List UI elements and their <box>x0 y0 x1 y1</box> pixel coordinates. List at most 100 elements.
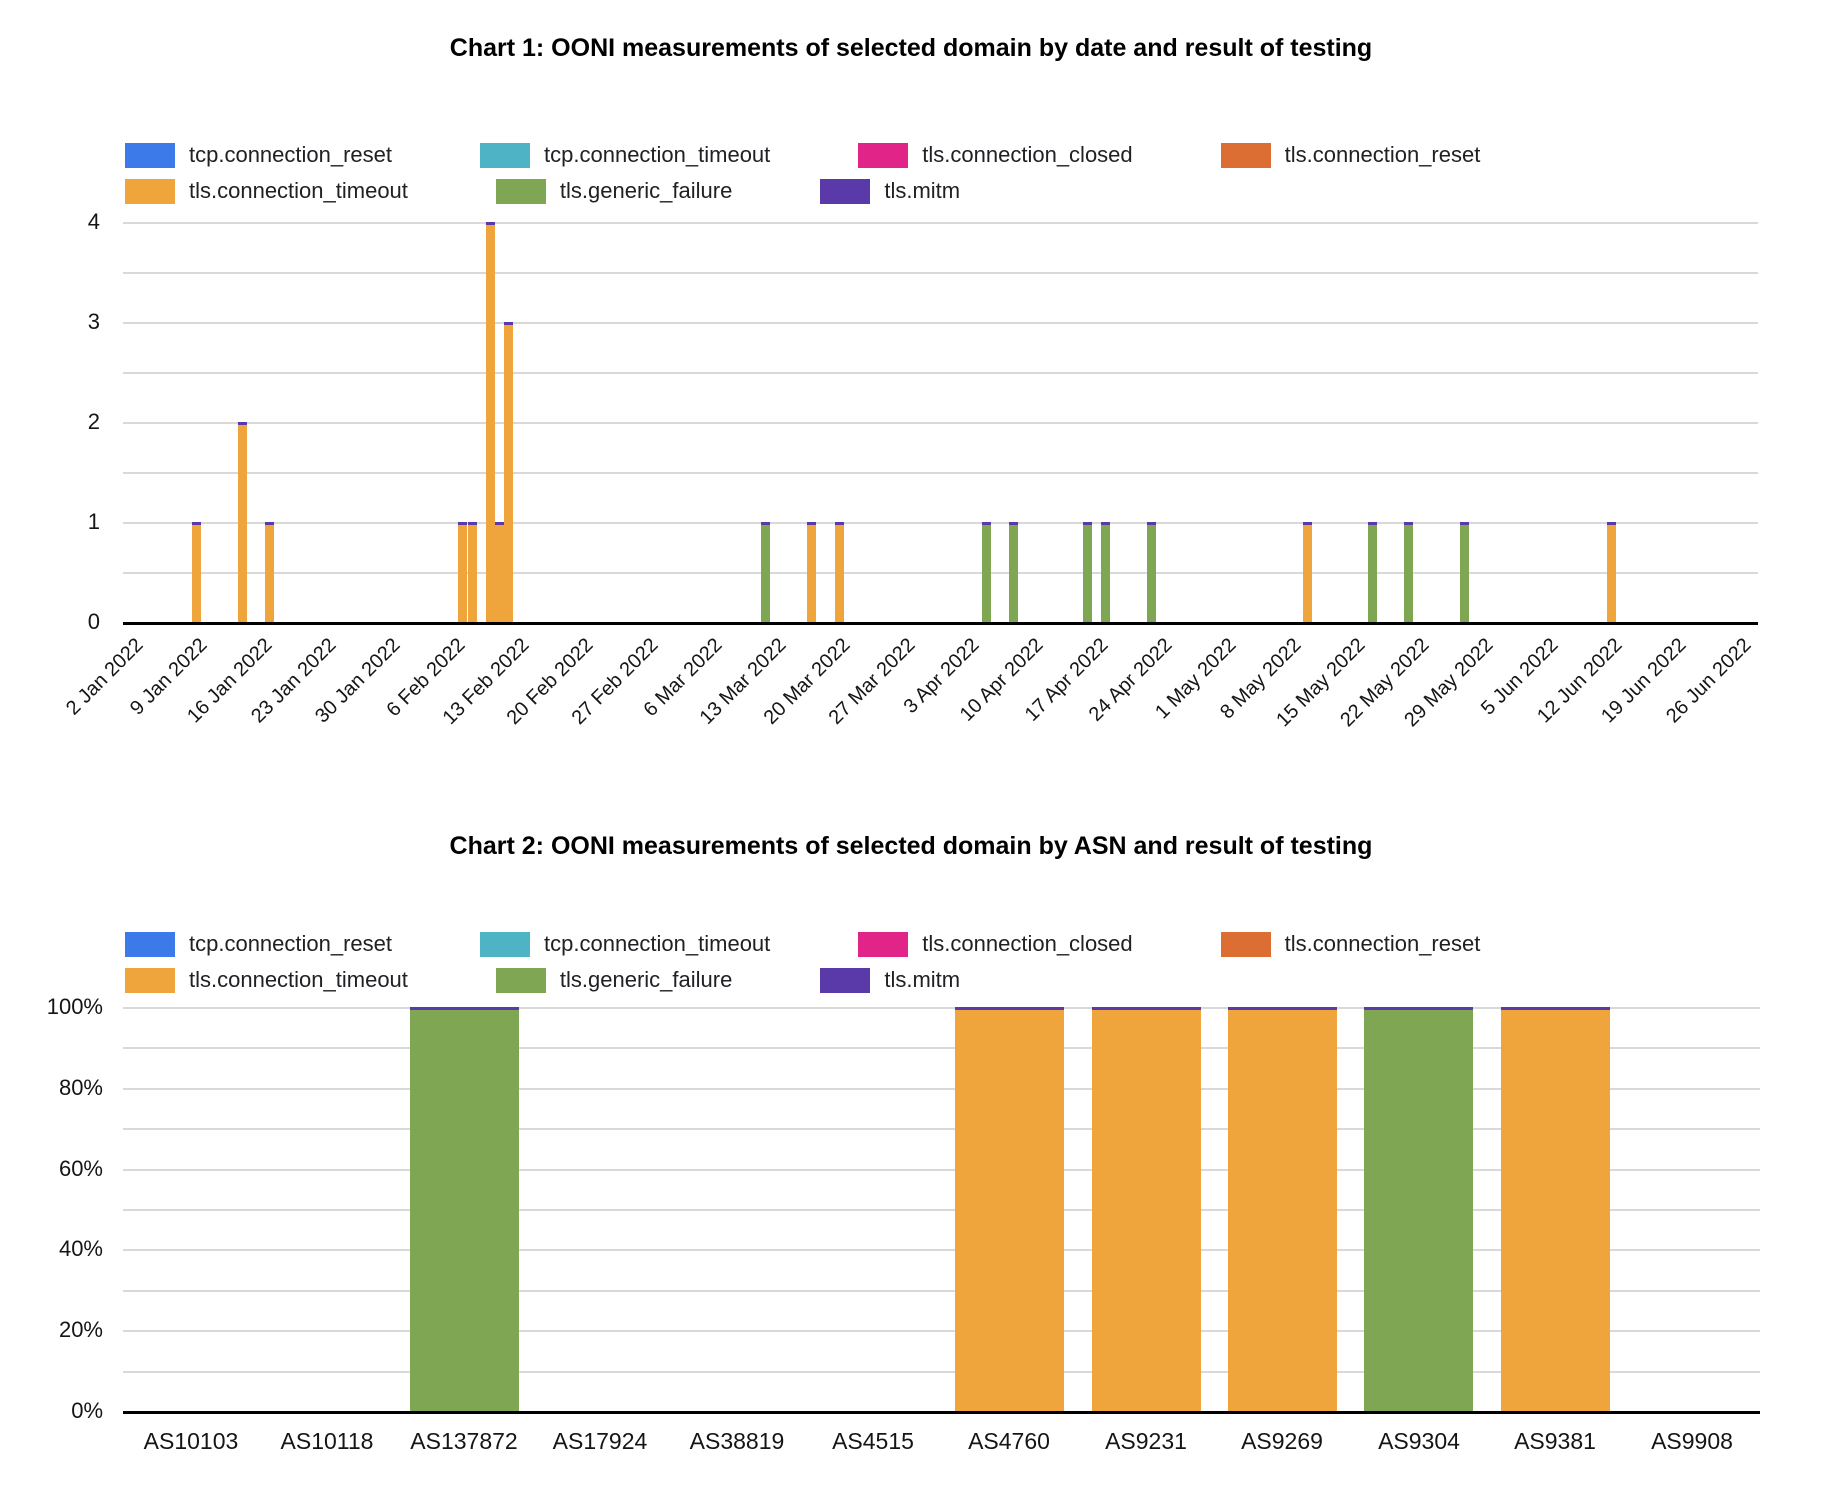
bar-top-cap-tls.mitm <box>1607 522 1616 525</box>
y-axis-tick-label: 4 <box>87 209 100 234</box>
bar-top-cap-tls.mitm <box>761 522 770 525</box>
bar-top-cap-tls.mitm <box>458 522 467 525</box>
legend-item-tcp.connection_reset: tcp.connection_reset <box>125 142 392 168</box>
bar-segment-tls.connection_timeout <box>1228 1010 1337 1411</box>
chart-1-legend-row-1: tcp.connection_reset tcp.connection_timeo… <box>125 142 1480 168</box>
legend-swatch-icon <box>125 142 175 168</box>
bar-segment-tls.connection_timeout <box>1607 525 1616 622</box>
measurement-bar-2022-04-05[interactable] <box>982 522 991 622</box>
y-gridline <box>123 222 1758 224</box>
y-gridline <box>123 1047 1760 1049</box>
bar-top-cap-tls.mitm <box>982 522 991 525</box>
bar-top-cap-tls.mitm <box>1460 522 1469 525</box>
bar-segment-tls.generic_failure <box>1101 525 1110 622</box>
y-axis-tick-label: 0 <box>87 609 100 634</box>
asn-bar-AS4760[interactable] <box>955 1007 1064 1411</box>
bar-top-cap-tls.mitm <box>1147 522 1156 525</box>
y-axis-tick-label: 0% <box>71 1398 103 1423</box>
y-gridline <box>123 572 1758 574</box>
y-gridline <box>123 1330 1760 1332</box>
asn-bar-AS9269[interactable] <box>1228 1007 1337 1411</box>
measurement-bar-2022-05-21[interactable] <box>1404 522 1413 622</box>
bar-segment-tls.generic_failure <box>761 525 770 622</box>
legend-item-label: tls.connection_reset <box>1284 931 1481 956</box>
legend-swatch-icon <box>125 931 175 957</box>
measurement-bar-2022-06-12[interactable] <box>1607 522 1616 622</box>
legend-item-label: tls.generic_failure <box>559 178 733 203</box>
measurement-bar-2022-05-10[interactable] <box>1303 522 1312 622</box>
measurement-bar-2022-03-12[interactable] <box>761 522 770 622</box>
bar-segment-tls.generic_failure <box>410 1010 519 1411</box>
legend-swatch-icon <box>495 967 546 993</box>
legend-item-label: tls.connection_timeout <box>189 967 408 992</box>
y-gridline <box>123 1371 1760 1373</box>
legend-swatch-icon <box>495 178 546 204</box>
legend-item-label: tcp.connection_reset <box>189 142 393 167</box>
measurement-bar-2022-01-14[interactable] <box>238 422 247 622</box>
y-gridline <box>123 1249 1760 1251</box>
legend-item-tls.connection_reset: tls.connection_reset <box>1220 142 1481 168</box>
measurement-bar-2022-04-23[interactable] <box>1147 522 1156 622</box>
asn-bar-AS9304[interactable] <box>1364 1007 1473 1411</box>
measurement-bar-2022-02-10[interactable] <box>486 222 495 622</box>
measurement-bar-2022-04-16[interactable] <box>1083 522 1092 622</box>
bar-top-cap-tls.mitm <box>955 1007 1064 1010</box>
legend-item-label: tcp.connection_timeout <box>544 931 771 956</box>
bar-top-cap-tls.mitm <box>1303 522 1312 525</box>
y-gridline <box>123 1290 1760 1292</box>
bar-segment-tls.connection_timeout <box>1092 1010 1201 1411</box>
measurement-bar-2022-02-07[interactable] <box>458 522 467 622</box>
x-axis-asn-label: AS4515 <box>832 1428 914 1454</box>
y-gridline <box>123 272 1758 274</box>
bar-segment-tls.connection_timeout <box>807 525 816 622</box>
chart-1-title: Chart 1: OONI measurements of selected d… <box>449 34 1373 62</box>
chart-2-legend-row-1: tcp.connection_reset tcp.connection_timeo… <box>125 931 1480 957</box>
x-axis-asn-label: AS9304 <box>1378 1428 1460 1454</box>
measurement-bar-2022-02-11[interactable] <box>495 522 504 622</box>
measurement-bar-2022-02-12[interactable] <box>504 322 513 622</box>
measurement-bar-2022-01-17[interactable] <box>265 522 274 622</box>
asn-bar-AS9231[interactable] <box>1092 1007 1201 1411</box>
asn-bar-AS137872[interactable] <box>410 1007 519 1411</box>
measurement-bar-2022-05-17[interactable] <box>1368 522 1377 622</box>
bar-segment-tls.connection_timeout <box>955 1010 1064 1411</box>
legend-item-tls.connection_closed: tls.connection_closed <box>858 931 1133 957</box>
bar-segment-tls.connection_timeout <box>238 425 247 622</box>
bar-segment-tls.connection_timeout <box>1303 525 1312 622</box>
bar-segment-tls.generic_failure <box>1368 525 1377 622</box>
y-gridline <box>123 1169 1760 1171</box>
measurement-bar-2022-01-09[interactable] <box>192 522 201 622</box>
legend-item-tls.connection_closed: tls.connection_closed <box>858 142 1133 168</box>
bar-top-cap-tls.mitm <box>192 522 201 525</box>
measurement-bar-2022-04-08[interactable] <box>1009 522 1018 622</box>
legend-item-tls.connection_reset: tls.connection_reset <box>1220 931 1481 957</box>
legend-swatch-icon <box>480 142 531 168</box>
legend-swatch-icon <box>480 931 531 957</box>
bar-top-cap-tls.mitm <box>265 522 274 525</box>
measurement-bar-2022-03-20[interactable] <box>835 522 844 622</box>
x-axis-asn-label: AS9908 <box>1651 1428 1733 1454</box>
bar-segment-tls.generic_failure <box>1460 525 1469 622</box>
legend-item-label: tls.connection_reset <box>1284 142 1481 167</box>
y-axis-tick-label: 1 <box>87 509 100 534</box>
x-axis-asn-label: AS137872 <box>410 1428 518 1454</box>
measurement-bar-2022-03-17[interactable] <box>807 522 816 622</box>
bar-top-cap-tls.mitm <box>1368 522 1377 525</box>
measurement-bar-2022-05-27[interactable] <box>1460 522 1469 622</box>
legend-item-label: tls.mitm <box>884 967 961 992</box>
y-gridline <box>123 472 1758 474</box>
y-axis-tick-label: 2 <box>87 409 100 434</box>
legend-item-tls.mitm: tls.mitm <box>820 178 960 204</box>
legend-swatch-icon <box>1220 931 1271 957</box>
legend-item-tcp.connection_timeout: tcp.connection_timeout <box>480 931 770 957</box>
x-axis-asn-label: AS9269 <box>1241 1428 1323 1454</box>
bar-top-cap-tls.mitm <box>495 522 504 525</box>
bar-segment-tls.generic_failure <box>1009 525 1018 622</box>
y-axis-tick-label: 60% <box>58 1155 103 1181</box>
chart-2-legend-row-2: tls.connection_timeout tls.generic_failur… <box>125 967 960 993</box>
asn-bar-AS9381[interactable] <box>1501 1007 1610 1411</box>
legend-swatch-icon <box>820 967 871 993</box>
x-axis-asn-label: AS9381 <box>1514 1428 1596 1454</box>
measurement-bar-2022-02-08[interactable] <box>468 522 477 622</box>
measurement-bar-2022-04-18[interactable] <box>1101 522 1110 622</box>
